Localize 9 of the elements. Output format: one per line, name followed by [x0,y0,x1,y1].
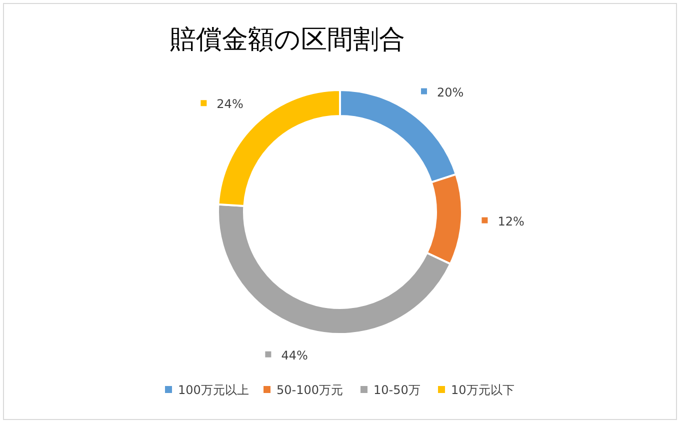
chart-title: 賠償金額の区間割合 [170,25,405,55]
legend-label: 10万元以下 [451,383,514,397]
legend-label: 100万元以上 [178,383,249,397]
legend-label: 10-50万 [374,383,420,397]
data-label: 20% [436,85,464,100]
legend-label: 50-100万元 [276,383,344,397]
data-label: 24% [216,97,244,112]
data-label: 12% [498,214,524,228]
data-label: 44% [281,348,308,362]
